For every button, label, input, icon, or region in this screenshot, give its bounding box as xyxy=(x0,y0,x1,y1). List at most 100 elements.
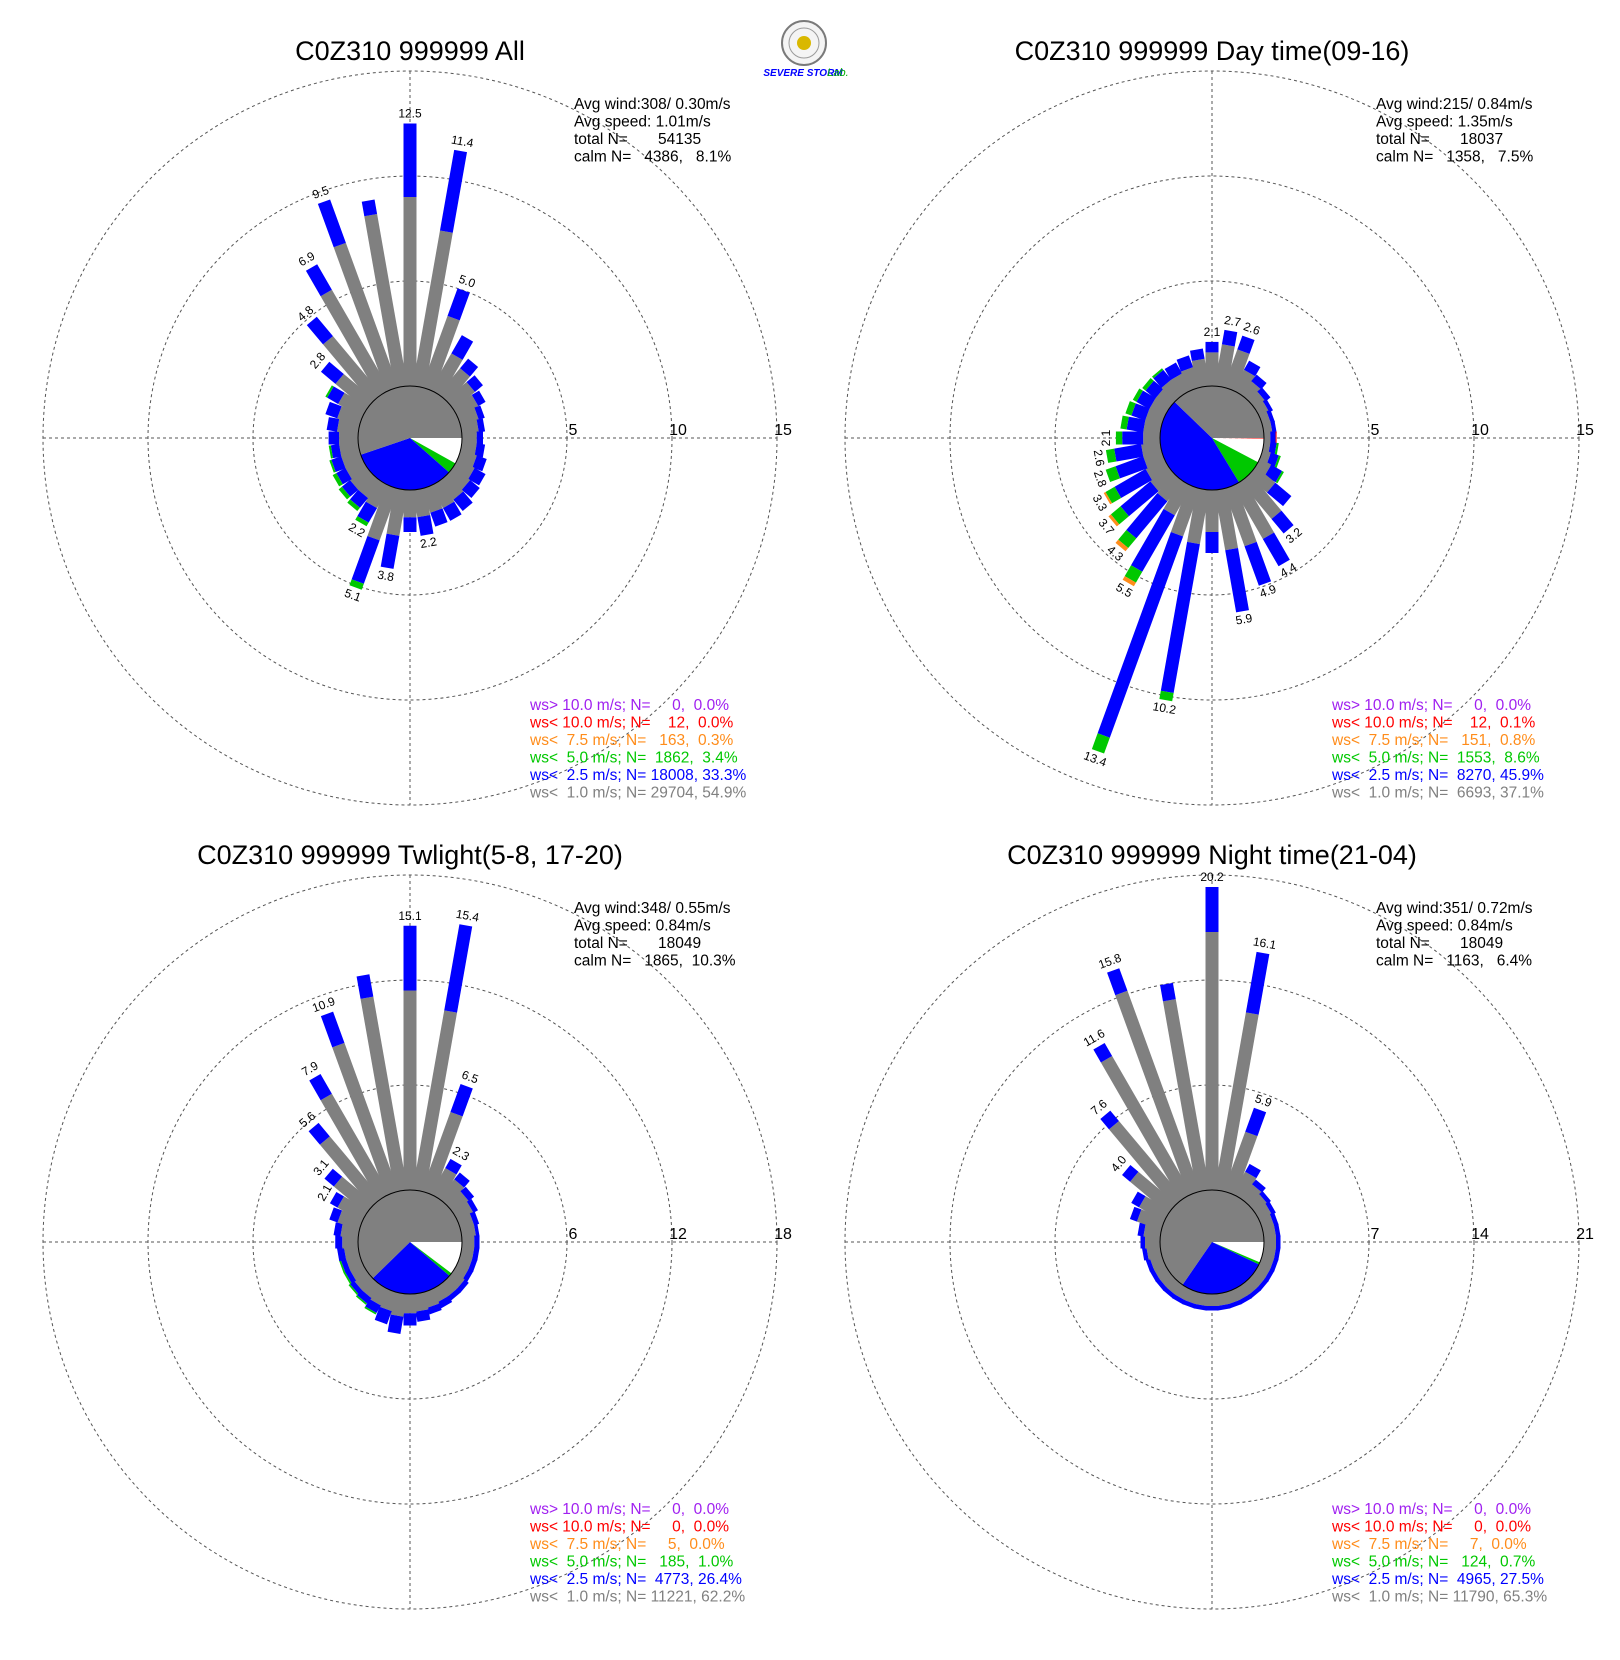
wind-bar-gray-segment xyxy=(338,392,369,418)
wind-bar-gray-segment xyxy=(369,1283,390,1306)
wind-bar-orange-segment xyxy=(1103,491,1113,505)
wind-bar-blue-segment xyxy=(1145,380,1164,399)
wind-bar-blue-segment xyxy=(1271,510,1294,534)
wind-bar-gray-segment xyxy=(320,1093,390,1201)
stats-line: Avg speed: 0.84m/s xyxy=(1376,918,1513,935)
wind-bar-gray-segment xyxy=(1247,1193,1268,1214)
wind-bar-gray-segment xyxy=(403,490,417,518)
stats-line: Avg speed: 1.35m/s xyxy=(1376,114,1513,131)
wind-bar-blue-segment xyxy=(415,1309,431,1322)
wind-bar-green-segment xyxy=(1118,529,1137,548)
bar-value-label: 6.5 xyxy=(460,1068,481,1087)
pie-slice-blue xyxy=(1159,401,1240,490)
wind-bar-gray-segment xyxy=(1150,466,1177,492)
wind-bar-blue-segment xyxy=(357,501,378,523)
pie-slice-blue xyxy=(1182,1242,1259,1294)
wind-rose-panel-3: C0Z310 999999 Twlight(5-8, 17-20) 6 12 18 15… xyxy=(42,840,792,1610)
ring-label: 6 xyxy=(569,1226,578,1243)
wind-bar-blue-segment xyxy=(350,489,369,508)
stats-line: calm N= 4386, 8.1% xyxy=(574,149,731,166)
wind-bar-green-segment xyxy=(355,516,369,527)
stats-line: Avg speed: 0.84m/s xyxy=(574,918,711,935)
wind-bar-gray-segment xyxy=(421,315,460,392)
wind-bar-green-segment xyxy=(1110,506,1129,525)
bar-value-label: 5.9 xyxy=(1253,1091,1274,1110)
wind-bar-blue-segment xyxy=(1257,387,1271,402)
wind-bar-gray-segment xyxy=(1205,490,1219,532)
wind-bar-gray-segment xyxy=(403,197,417,386)
wind-bar-gray-segment xyxy=(332,1042,399,1196)
wind-bar-blue-segment xyxy=(1266,482,1292,507)
wind-bar-gray-segment xyxy=(337,1196,369,1222)
svg-text:Lab.: Lab. xyxy=(827,67,848,79)
wind-bar-gray-segment xyxy=(333,1176,375,1214)
wind-bar-blue-segment xyxy=(1269,1212,1279,1227)
legend-entry-green: ws< 5.0 m/s; N= 1553, 8.6% xyxy=(1331,750,1540,767)
bar-value-label: 15.8 xyxy=(1096,951,1123,972)
grid-ring xyxy=(844,874,1580,1610)
wind-bar-gray-segment xyxy=(460,419,479,436)
wind-bar-blue-segment xyxy=(305,264,332,297)
wind-bar-blue-segment xyxy=(476,431,483,445)
wind-rose-panel-1: C0Z310 999999 All 5 10 15 12.5 11.4 5.0 2.2 3.8 5… xyxy=(42,36,792,806)
wind-bar-green-segment xyxy=(329,459,336,473)
ring-label: 5 xyxy=(1371,422,1380,439)
wind-bar-blue-segment xyxy=(351,535,380,584)
wind-bar-blue-segment xyxy=(1221,329,1238,347)
wind-bar-blue-segment xyxy=(1268,441,1277,456)
ring-label: 10 xyxy=(1471,422,1489,439)
wind-bar-blue-segment xyxy=(476,418,486,433)
wind-bar-green-segment xyxy=(1124,565,1143,583)
stats-line: total N= 18049 xyxy=(1376,935,1503,952)
wind-bar-blue-segment xyxy=(456,1279,469,1293)
grid-ring xyxy=(1054,280,1370,596)
wind-bar-gray-segment xyxy=(358,473,382,499)
wind-bar-gray-segment xyxy=(438,473,464,500)
speed-legend: ws> 10.0 m/s; N= 0, 0.0%ws< 10.0 m/s; N=… xyxy=(1331,1501,1547,1606)
bar-value-label: 15.1 xyxy=(398,909,422,923)
legend-entry-gray: ws< 1.0 m/s; N= 11790, 65.3% xyxy=(1331,1589,1547,1606)
wind-bar-gray-segment xyxy=(1223,484,1257,547)
severe-storm-lab-logo: SEVERE STORM Lab. xyxy=(763,20,849,79)
wind-bar-blue-segment xyxy=(417,514,434,536)
wind-bar-green-segment xyxy=(1132,388,1143,402)
wind-bar-blue-segment xyxy=(474,443,486,458)
wind-bar-gray-segment xyxy=(386,488,408,536)
pie-slice-gray xyxy=(1160,1189,1264,1285)
wind-bar-blue-segment xyxy=(474,1235,480,1249)
wind-bar-blue-segment xyxy=(1243,360,1261,377)
wind-bar-gray-segment xyxy=(1157,473,1184,502)
wind-bar-blue-segment xyxy=(1252,1179,1266,1193)
bar-value-label: 2.8 xyxy=(1091,468,1110,489)
wind-bar-blue-segment xyxy=(1237,335,1255,354)
wind-bar-blue-segment xyxy=(1273,1223,1281,1238)
wind-bar-blue-segment xyxy=(1256,1278,1269,1292)
wind-bar-blue-segment xyxy=(1264,1268,1275,1282)
wind-bar-blue-segment xyxy=(1137,1222,1146,1237)
bar-value-label: 20.2 xyxy=(1200,870,1224,884)
wind-bar-green-segment xyxy=(325,385,334,398)
wind-bar-blue-segment xyxy=(1262,532,1290,567)
wind-bar-blue-segment xyxy=(1176,355,1194,372)
legend-entry-gray: ws< 1.0 m/s; N= 6693, 37.1% xyxy=(1331,785,1544,802)
wind-bar-gray-segment xyxy=(1162,999,1210,1192)
wind-bar-blue-segment xyxy=(317,199,346,248)
speed-class-pie xyxy=(1159,1189,1265,1295)
wind-bar-gray-segment xyxy=(339,431,358,445)
legend-entry-purple: ws> 10.0 m/s; N= 0, 0.0% xyxy=(529,1501,729,1518)
wind-bar-blue-segment xyxy=(447,1288,461,1301)
wind-bar-gray-segment xyxy=(430,1167,457,1201)
legend-entry-green: ws< 5.0 m/s; N= 124, 0.7% xyxy=(1331,1554,1536,1571)
speed-legend: ws> 10.0 m/s; N= 0, 0.0%ws< 10.0 m/s; N=… xyxy=(529,697,746,802)
wind-bar-blue-segment xyxy=(1126,492,1168,539)
wind-bar-gray-segment xyxy=(1247,466,1276,493)
wind-bar-green-segment xyxy=(1105,486,1122,504)
wind-bar-gray-segment xyxy=(1115,990,1201,1196)
grid-ring xyxy=(147,979,673,1505)
wind-bar-blue-segment xyxy=(1216,1303,1231,1311)
wind-bar-blue-segment xyxy=(345,1269,357,1284)
bar-value-label: 5.0 xyxy=(457,272,478,291)
legend-entry-purple: ws> 10.0 m/s; N= 0, 0.0% xyxy=(1331,697,1531,714)
